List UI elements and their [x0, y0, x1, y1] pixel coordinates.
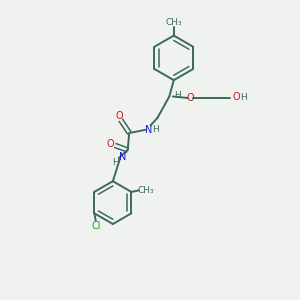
Text: O: O — [116, 111, 123, 121]
Text: O: O — [186, 93, 194, 103]
Text: CH₃: CH₃ — [137, 186, 154, 195]
Text: Cl: Cl — [91, 221, 101, 231]
Text: CH₃: CH₃ — [166, 18, 182, 27]
Text: O: O — [233, 92, 241, 102]
Text: H: H — [152, 125, 158, 134]
Text: O: O — [106, 139, 114, 149]
Text: H: H — [240, 93, 247, 102]
Text: N: N — [145, 125, 152, 135]
Text: N: N — [119, 152, 126, 162]
Text: H: H — [112, 158, 119, 167]
Text: H: H — [174, 91, 181, 100]
